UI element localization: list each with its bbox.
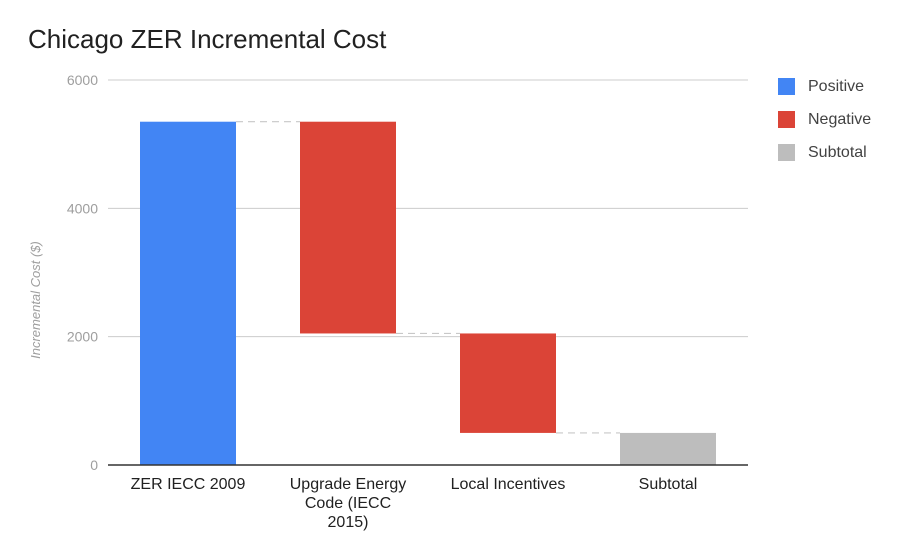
y-tick-labels: 0 2000 4000 6000: [67, 72, 98, 473]
y-tick-label: 2000: [67, 329, 98, 345]
bar-negative: [300, 121, 396, 334]
x-tick-label: Subtotal: [639, 476, 698, 493]
legend-label: Negative: [808, 110, 872, 128]
legend-item-positive: Positive: [778, 70, 871, 103]
x-tick-label: Code (IECC: [305, 495, 391, 512]
legend-item-negative: Negative: [778, 103, 871, 136]
legend: Positive Negative Subtotal: [778, 70, 871, 169]
legend-label: Subtotal: [808, 143, 867, 161]
bar-negative: [460, 333, 556, 433]
x-tick-label: Local Incentives: [451, 476, 566, 493]
legend-swatch: [778, 111, 795, 128]
x-tick-labels: ZER IECC 2009 Upgrade Energy Code (IECC 201…: [131, 476, 698, 531]
y-axis-label: Incremental Cost ($): [28, 241, 43, 359]
legend-label: Positive: [808, 77, 865, 95]
legend-swatch: [778, 144, 795, 161]
chart-title: Chicago ZER Incremental Cost: [28, 24, 387, 54]
y-tick-label: 4000: [67, 200, 98, 216]
bar-positive: [140, 121, 236, 465]
y-tick-label: 0: [90, 457, 98, 473]
bar-subtotal: [620, 432, 716, 465]
bars: [140, 121, 716, 465]
legend-swatch: [778, 78, 795, 95]
x-tick-label: Upgrade Energy: [290, 476, 407, 493]
connector-lines: [236, 121, 620, 434]
legend-item-subtotal: Subtotal: [778, 136, 871, 169]
x-tick-label: ZER IECC 2009: [131, 476, 246, 493]
y-tick-label: 6000: [67, 72, 98, 88]
x-tick-label: 2015): [328, 514, 369, 531]
